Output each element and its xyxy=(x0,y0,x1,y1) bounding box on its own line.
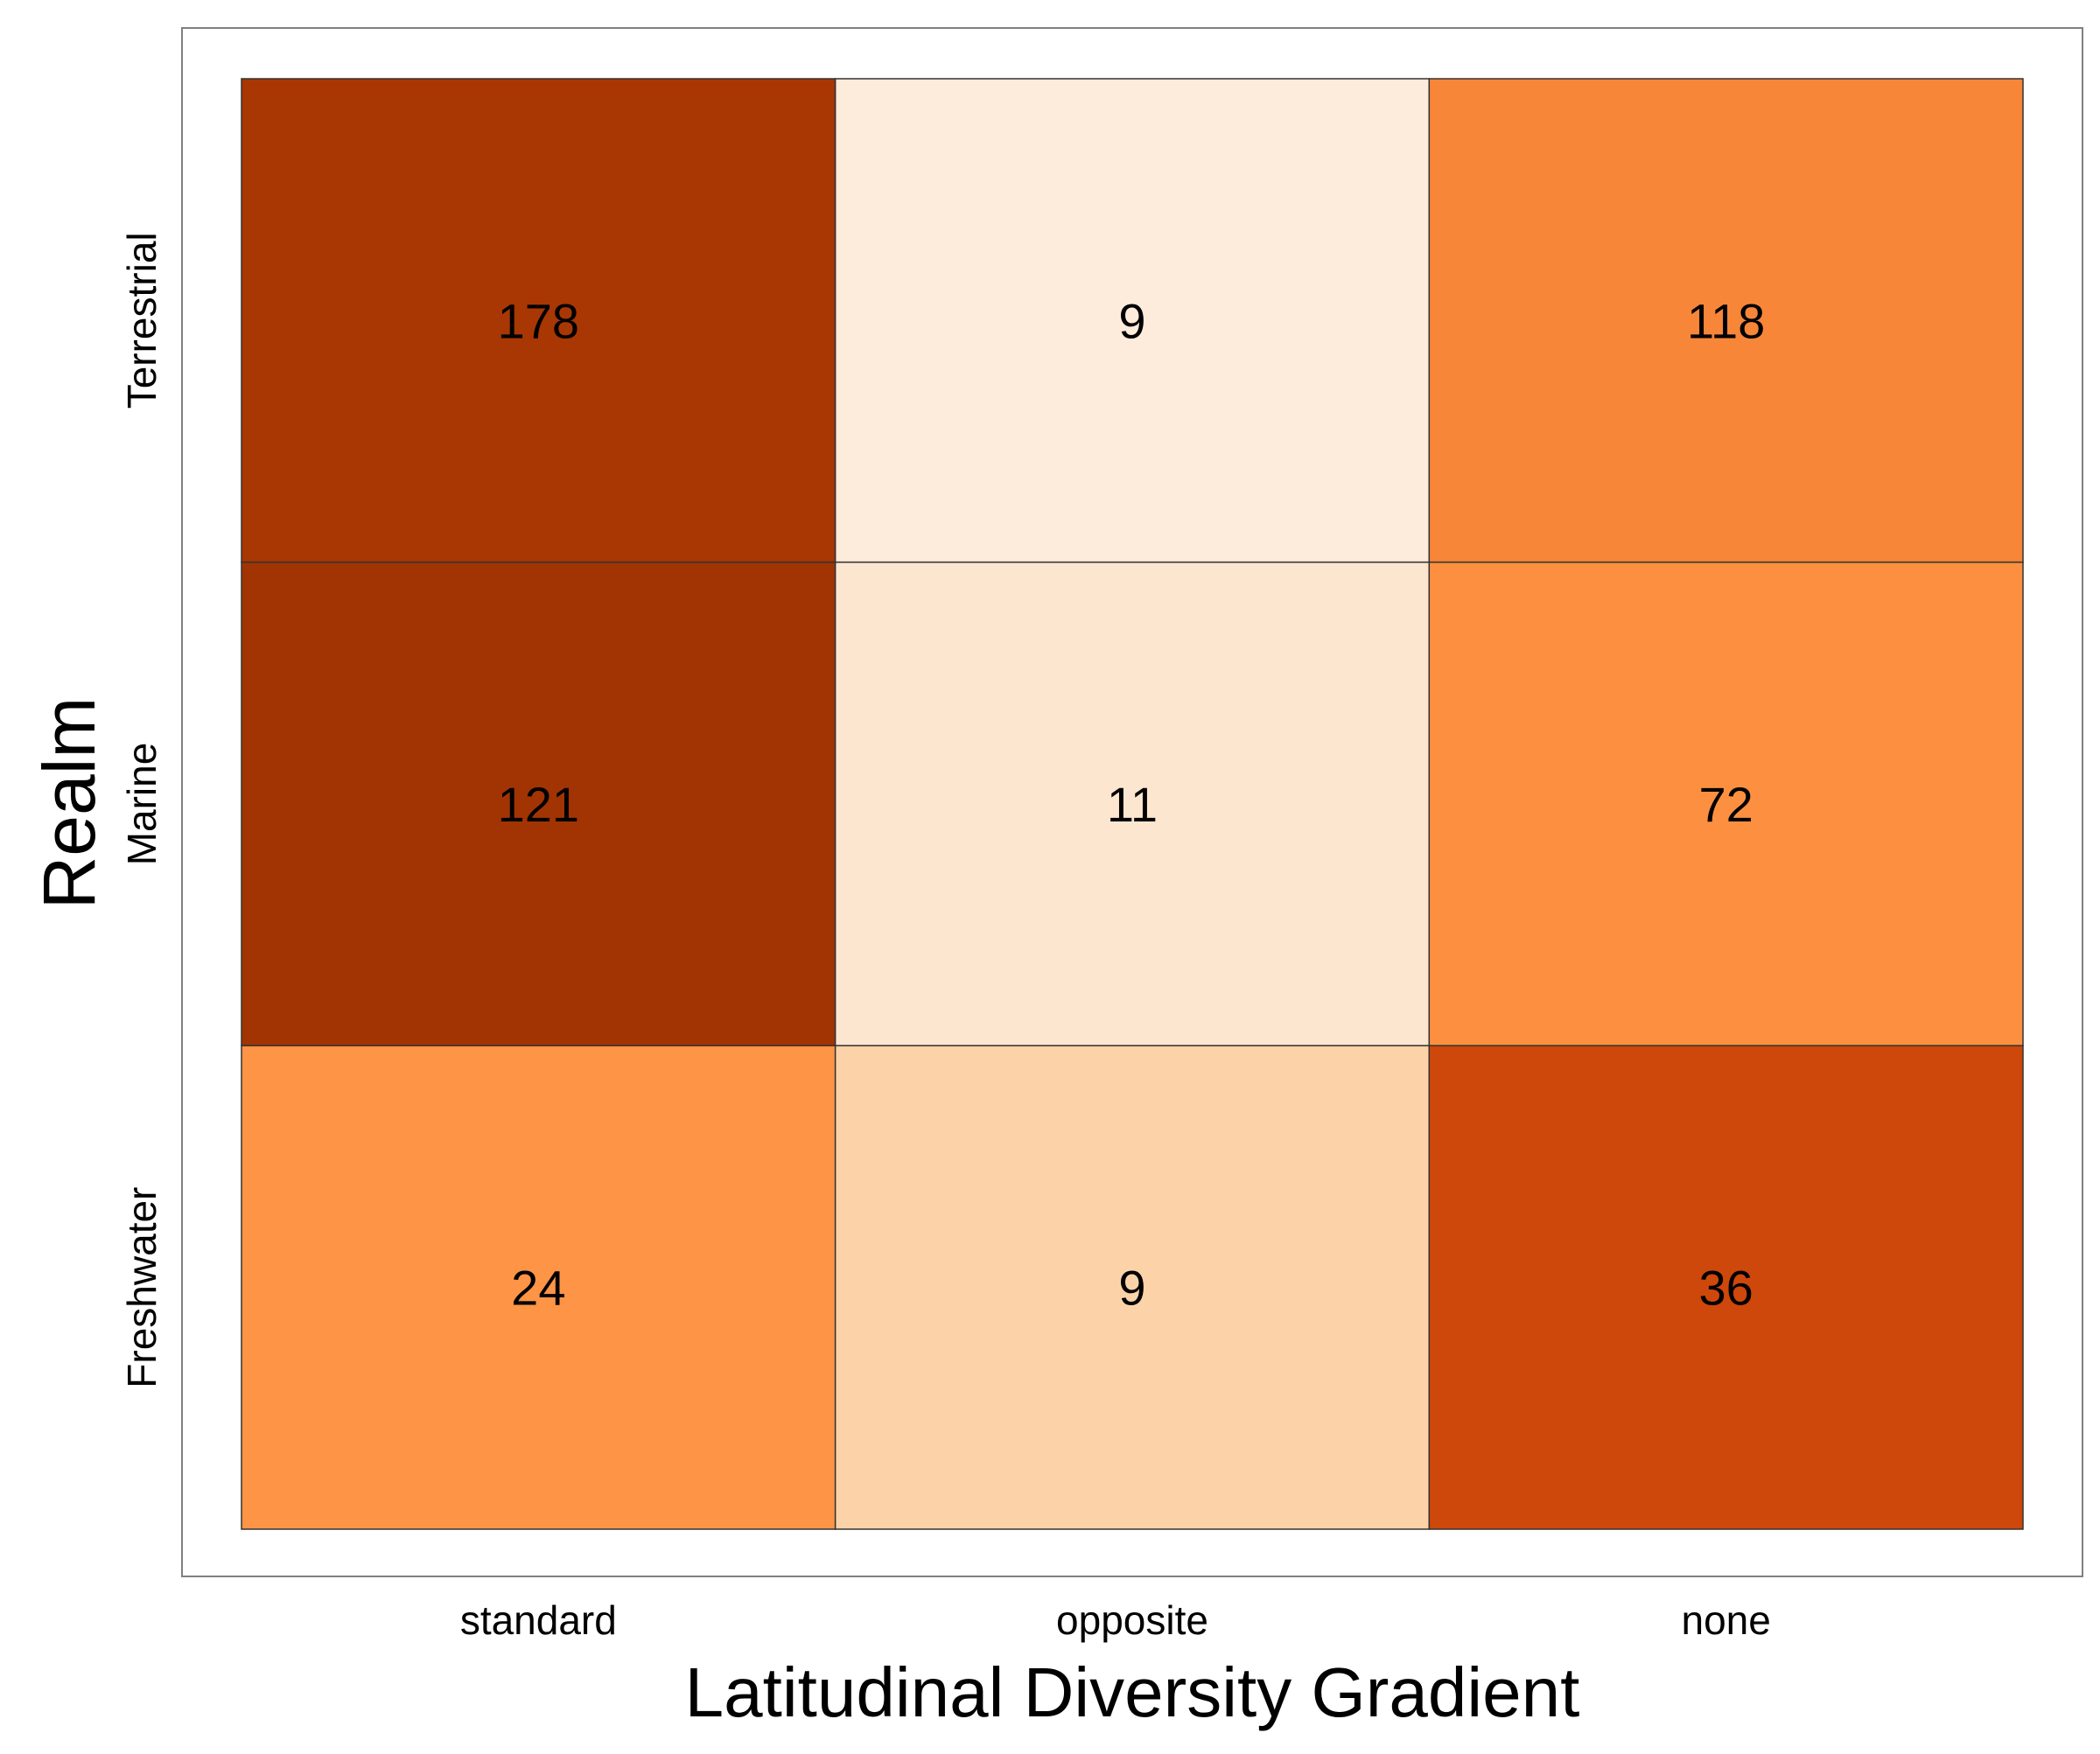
heatmap-cell-freshwater-none xyxy=(1428,1045,2024,1530)
heatmap-cell-terrestrial-none xyxy=(1428,78,2024,563)
cell-value-label: 36 xyxy=(1699,1261,1754,1316)
heatmap-cell-freshwater-opposite xyxy=(834,1045,1431,1530)
heatmap-cell-marine-standard xyxy=(241,561,836,1047)
heatmap-cell-marine-none xyxy=(1428,561,2024,1047)
heatmap-cell-freshwater-standard xyxy=(241,1045,836,1530)
heatmap-cells xyxy=(241,78,2024,1530)
heatmap-cell-marine-opposite xyxy=(834,561,1431,1047)
cell-value-label: 72 xyxy=(1699,777,1754,832)
cell-value-label: 9 xyxy=(1118,1261,1145,1316)
heatmap-cell-terrestrial-standard xyxy=(241,78,836,563)
y-axis-title: Realm xyxy=(28,697,110,910)
cell-value-labels: 178 9 118 121 11 72 24 9 36 xyxy=(498,293,1766,1315)
y-tick-label-freshwater: Freshwater xyxy=(119,1187,164,1388)
y-axis-ticks: Terrestrial Marine Freshwater xyxy=(119,232,164,1387)
y-tick-label-terrestrial: Terrestrial xyxy=(119,232,164,409)
heatmap-cell-terrestrial-opposite xyxy=(834,78,1431,563)
cell-value-label: 11 xyxy=(1107,777,1158,832)
cell-value-label: 24 xyxy=(511,1261,565,1316)
x-axis-title: Latitudinal Diversity Gradient xyxy=(685,1653,1580,1731)
cell-value-label: 9 xyxy=(1118,293,1145,348)
cell-value-label: 118 xyxy=(1687,293,1765,348)
x-axis-ticks: standard opposite none xyxy=(460,1597,1771,1643)
cell-value-label: 178 xyxy=(498,293,579,348)
x-tick-label-none: none xyxy=(1681,1597,1770,1643)
cell-value-label: 121 xyxy=(498,777,579,832)
x-tick-label-standard: standard xyxy=(460,1597,617,1643)
y-tick-label-marine: Marine xyxy=(119,743,164,866)
x-tick-label-opposite: opposite xyxy=(1056,1597,1208,1643)
